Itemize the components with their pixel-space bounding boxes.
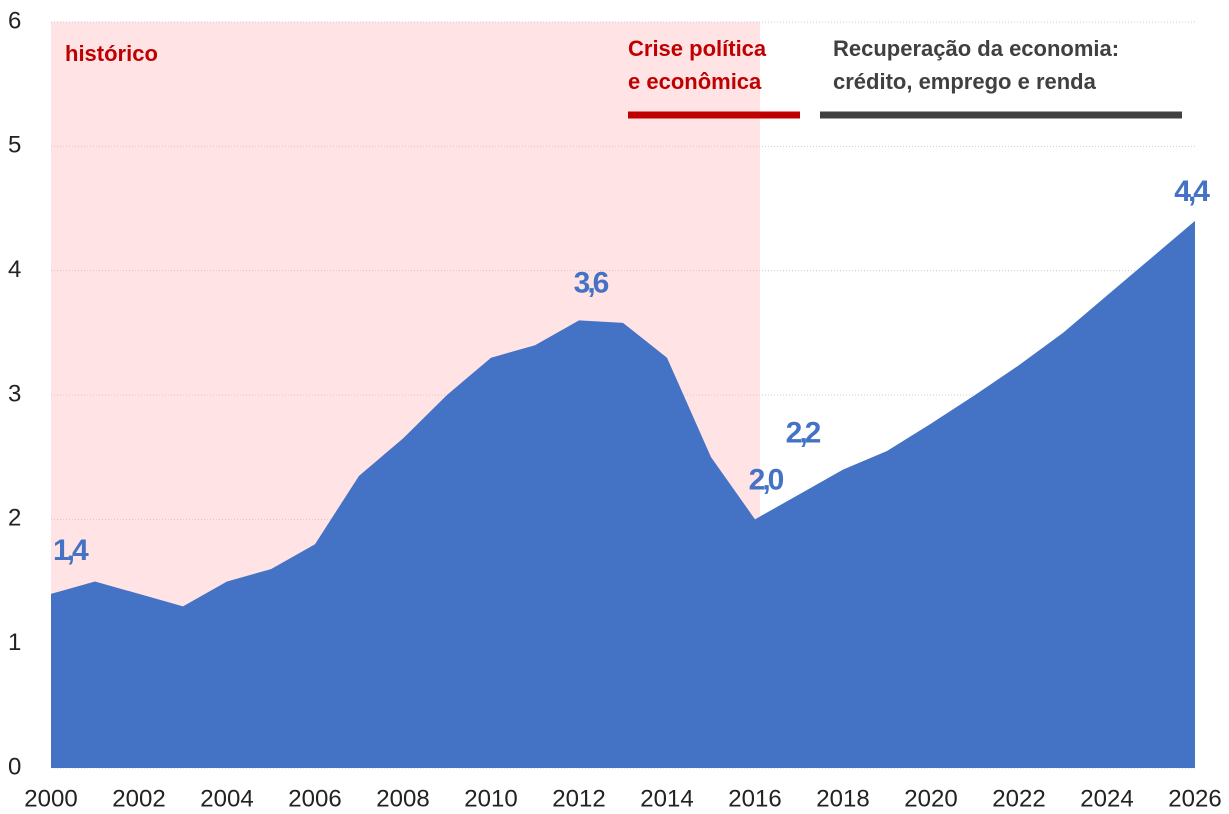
annotation: histórico [65,41,158,66]
y-tick-label: 5 [8,132,21,159]
x-tick-label: 2008 [376,785,429,812]
data-label: 4,4 [1174,175,1210,208]
x-tick-label: 2010 [464,785,517,812]
data-label: 2,2 [786,416,821,449]
y-tick-label: 3 [8,380,21,407]
area [51,220,1195,768]
x-tick-label: 2002 [112,785,165,812]
x-tick-label: 2018 [816,785,869,812]
annotation: Recuperação da economia: [833,36,1119,61]
x-tick-label: 2016 [728,785,781,812]
annotation: crédito, emprego e renda [833,69,1097,94]
annotation: Crise política [628,36,767,61]
y-tick-label: 4 [8,256,21,283]
x-tick-label: 2014 [640,785,693,812]
annotation: e econômica [628,69,762,94]
x-tick-label: 2024 [1080,785,1133,812]
x-tick-label: 2022 [992,785,1045,812]
y-tick-label: 1 [8,629,21,656]
x-tick-label: 2020 [904,785,957,812]
y-tick-label: 6 [8,7,21,34]
x-tick-label: 2012 [552,785,605,812]
x-tick-label: 2006 [288,785,341,812]
x-tick-label: 2004 [200,785,253,812]
y-tick-label: 2 [8,505,21,532]
x-tick-label: 2026 [1168,785,1221,812]
data-label: 2,0 [749,463,784,496]
x-tick-label: 2000 [24,785,77,812]
data-label: 3,6 [574,266,609,299]
data-label: 1,4 [53,534,89,567]
y-tick-label: 0 [8,753,21,780]
